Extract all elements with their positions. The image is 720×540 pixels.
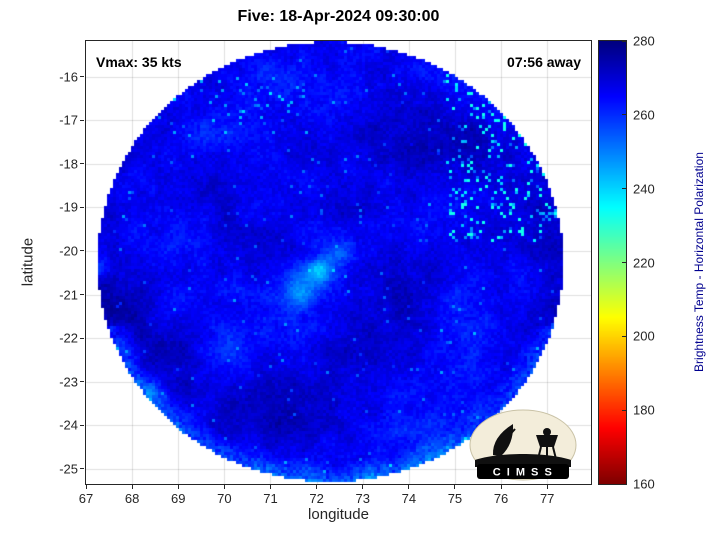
y-tick-mark — [80, 294, 84, 296]
x-tick-mark — [177, 485, 179, 489]
figure-title: Five: 18-Apr-2024 09:30:00 — [237, 8, 440, 25]
colorbar-tick-mark — [622, 335, 626, 337]
x-tick-mark — [454, 485, 456, 489]
y-tick-mark — [80, 119, 84, 121]
y-tick-label: -18 — [59, 156, 78, 172]
colorbar-gradient — [599, 41, 626, 484]
logo-water-tower-icon — [536, 435, 558, 447]
y-tick-label: -17 — [59, 112, 78, 128]
colorbar-tick-mark — [622, 114, 626, 116]
x-tick-label: 76 — [493, 491, 509, 506]
y-tick-mark — [80, 76, 84, 78]
x-tick-label: 72 — [309, 491, 324, 506]
plot-area: Vmax: 35 kts 07:56 away C I M S S — [85, 40, 592, 485]
x-tick-label: 69 — [171, 491, 186, 506]
colorbar-tick-mark — [622, 262, 626, 263]
y-tick-mark — [80, 250, 84, 252]
x-tick-label: 71 — [263, 491, 278, 506]
x-tick-label: 68 — [124, 491, 140, 506]
logo-tower-legs — [537, 446, 557, 460]
cimss-logo: C I M S S — [469, 409, 577, 481]
x-tick-mark — [85, 485, 87, 489]
logo-tower-dome — [543, 428, 551, 436]
x-tick-label: 73 — [355, 491, 370, 506]
y-tick-label: -24 — [59, 417, 78, 433]
y-tick-label: -16 — [59, 69, 78, 85]
x-tick-mark — [223, 485, 225, 489]
x-axis-label: longitude — [308, 506, 369, 523]
colorbar-tick-label: 180 — [633, 402, 655, 418]
colorbar-tick-label: 260 — [633, 107, 655, 123]
y-tick-label: -20 — [59, 243, 78, 259]
colorbar — [598, 40, 627, 485]
x-tick-mark — [500, 485, 502, 489]
colorbar-tick-mark — [622, 188, 626, 190]
colorbar-tick-mark — [622, 483, 626, 485]
x-tick-label: 74 — [401, 491, 417, 506]
x-tick-label: 67 — [78, 491, 94, 506]
y-tick-label: -23 — [59, 374, 78, 390]
y-tick-mark — [80, 468, 84, 470]
y-axis-label: latitude — [19, 237, 37, 287]
y-tick-mark — [80, 206, 84, 208]
colorbar-tick-label: 200 — [633, 328, 655, 344]
colorbar-tick-label: 280 — [633, 33, 655, 49]
colorbar-label: Brightness Temp - Horizontal Polarizatio… — [692, 152, 706, 372]
y-tick-mark — [80, 381, 84, 383]
logo-satellite-dish-icon — [492, 424, 514, 456]
y-tick-mark — [80, 424, 84, 426]
x-tick-mark — [408, 485, 410, 489]
x-tick-label: 77 — [539, 491, 555, 506]
x-tick-label: 75 — [447, 491, 463, 506]
colorbar-tick-label: 160 — [633, 476, 655, 492]
y-tick-mark — [80, 163, 84, 165]
y-tick-mark — [80, 337, 84, 339]
x-tick-mark — [269, 485, 271, 489]
y-tick-label: -21 — [59, 287, 78, 303]
y-tick-label: -19 — [59, 199, 78, 215]
colorbar-tick-label: 220 — [633, 255, 655, 270]
x-tick-mark — [546, 485, 548, 489]
x-tick-mark — [131, 485, 133, 489]
brightness-temp-image — [86, 41, 591, 484]
colorbar-tick-label: 240 — [633, 181, 655, 197]
logo-dish-arm — [504, 428, 516, 441]
x-tick-label: 70 — [217, 491, 232, 506]
logo-text-band — [477, 464, 569, 479]
y-tick-label: -22 — [59, 330, 78, 346]
x-tick-mark — [316, 485, 318, 489]
time-away-annotation: 07:56 away — [507, 54, 581, 70]
x-tick-mark — [362, 485, 364, 489]
y-tick-label: -25 — [59, 461, 78, 477]
logo-text: C I M S S — [493, 467, 554, 479]
colorbar-tick-mark — [622, 409, 626, 411]
colorbar-tick-mark — [622, 40, 626, 42]
vmax-annotation: Vmax: 35 kts — [96, 54, 182, 70]
